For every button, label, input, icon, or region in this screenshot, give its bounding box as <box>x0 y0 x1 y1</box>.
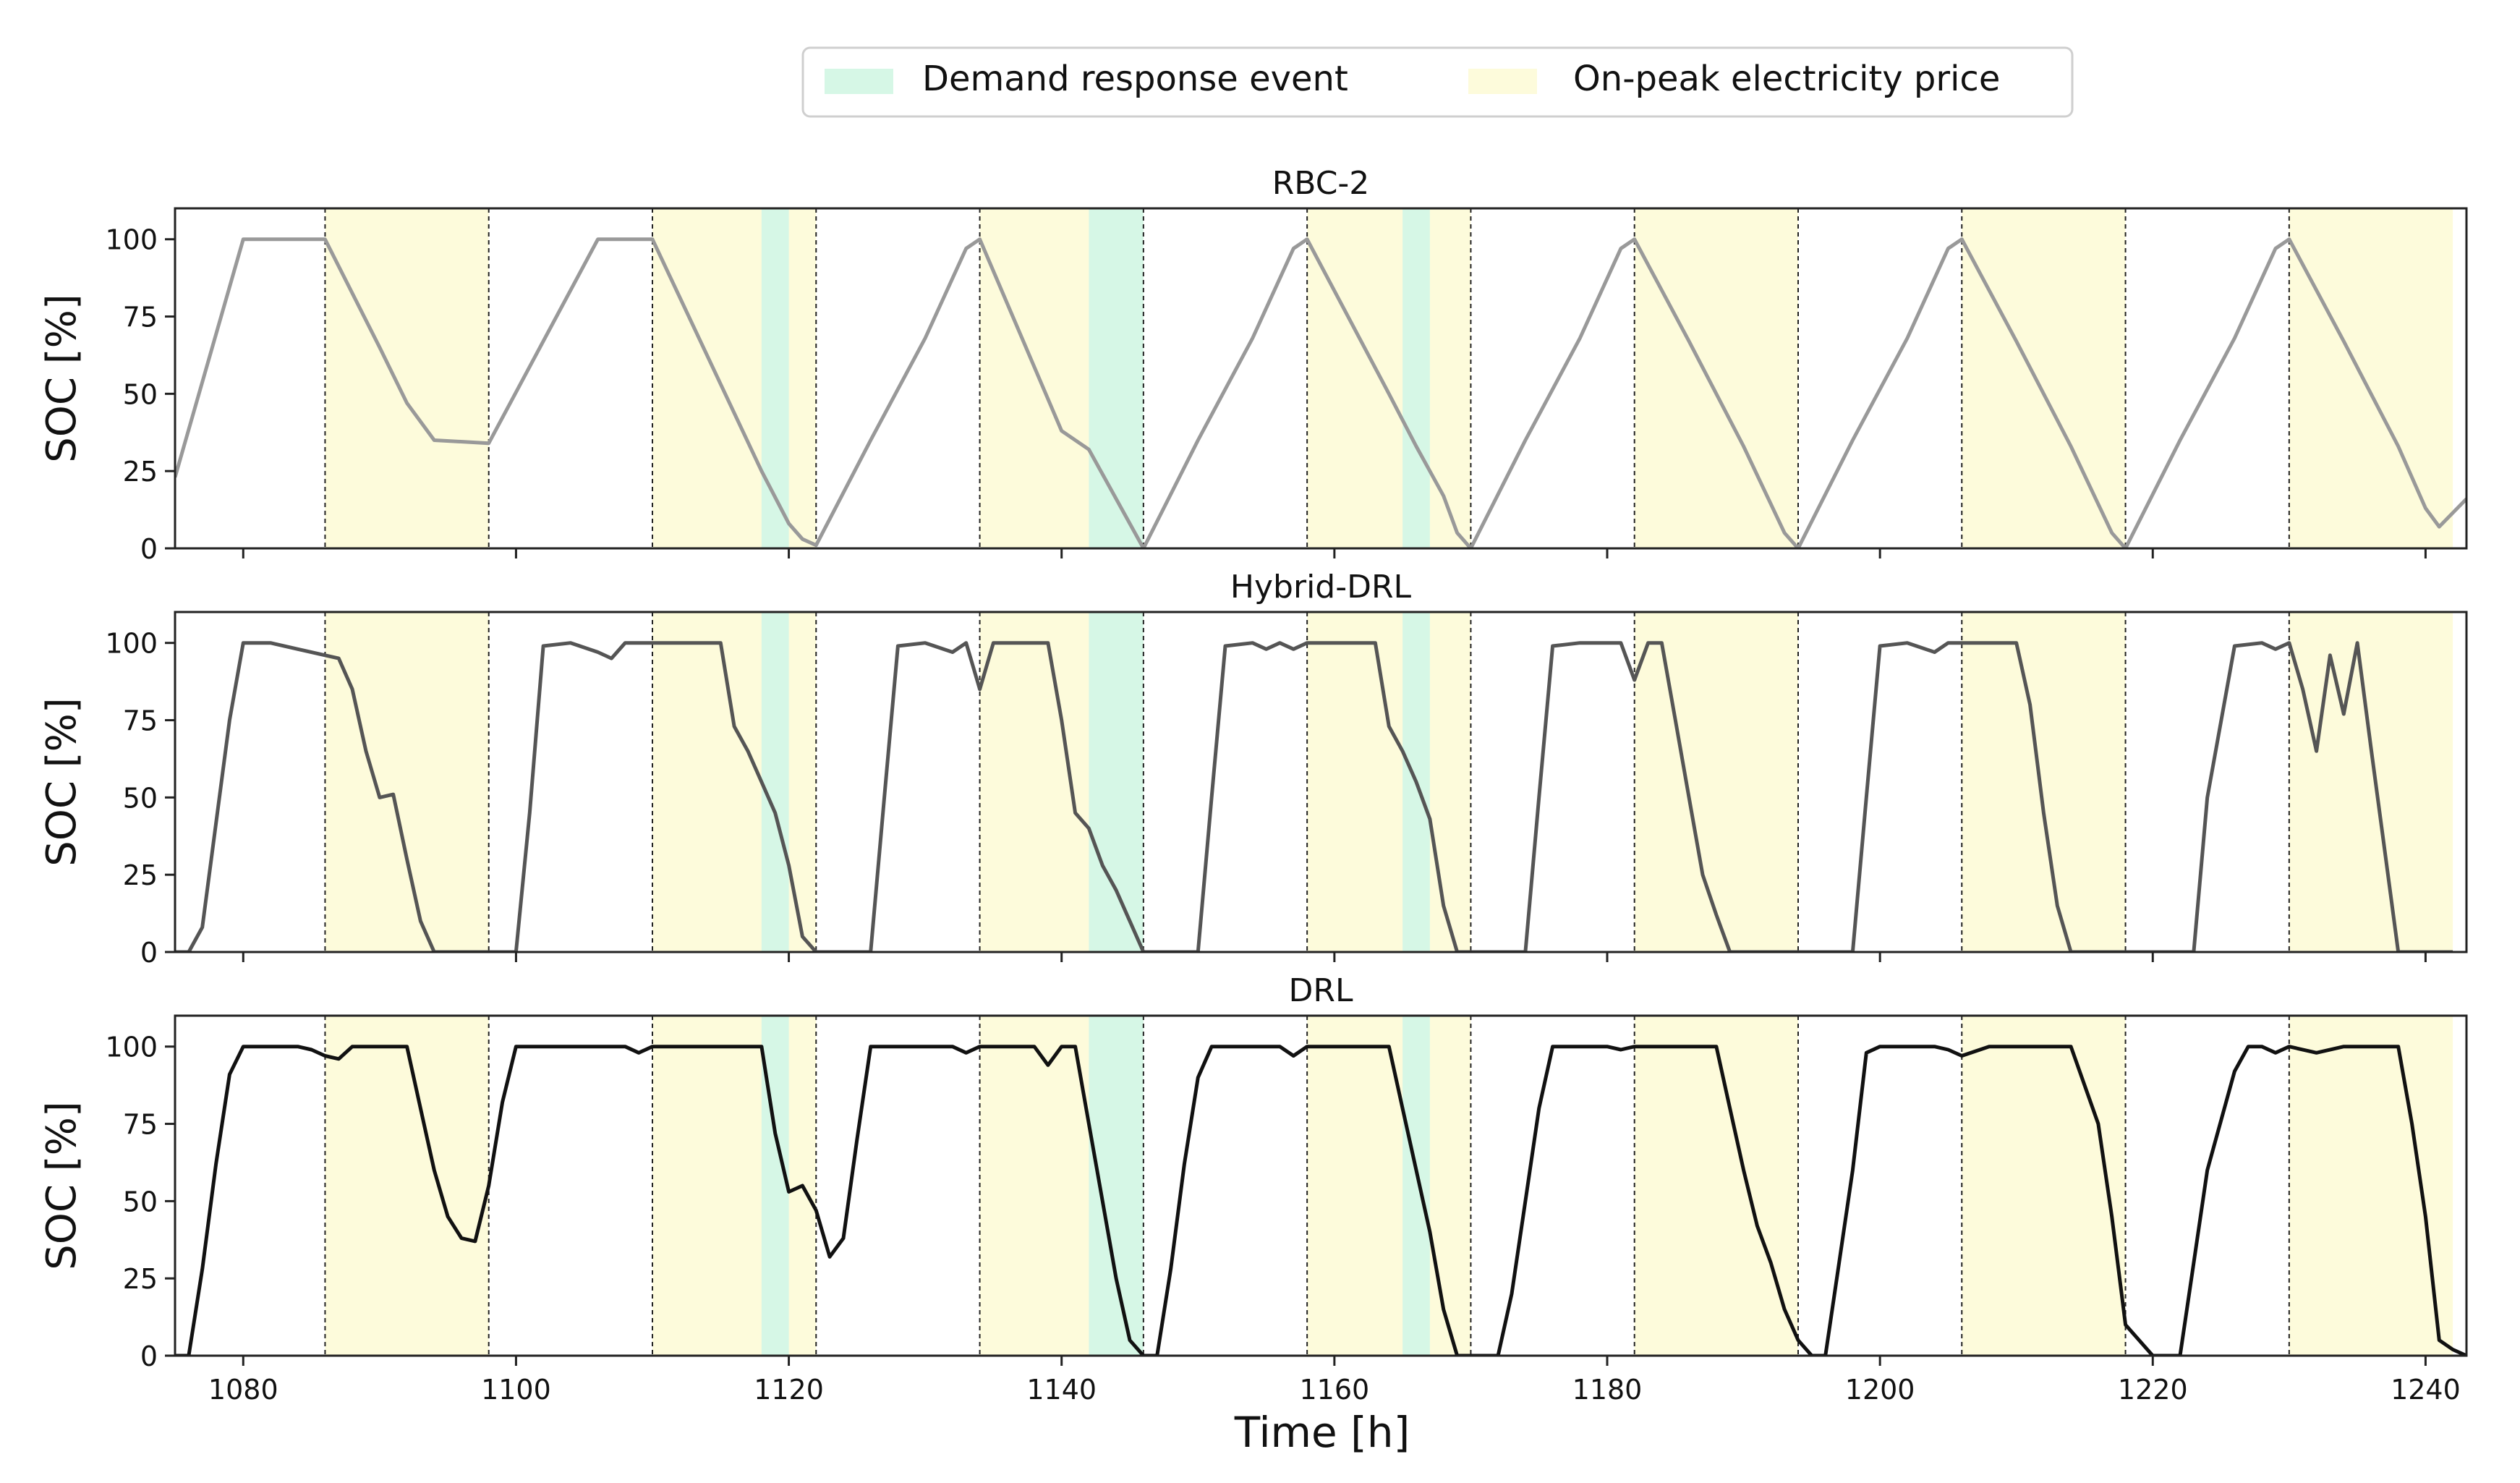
legend: Demand response event On-peak electricit… <box>801 46 2074 118</box>
x-tick-label: 1240 <box>2391 1374 2461 1406</box>
x-tick-label: 1180 <box>1572 1374 1643 1406</box>
y-tick-label: 75 <box>123 302 158 333</box>
demand-response-band <box>761 208 789 548</box>
soc-series-line <box>175 641 2453 952</box>
demand-response-band <box>1089 208 1144 548</box>
on-peak-band <box>325 612 489 952</box>
soc-series-line <box>175 1045 2466 1356</box>
subplots: 0 25 50 75 100 RBC-2 SOC [%] 0 25 50 75 100 Hybrid-D… <box>38 165 2468 1406</box>
on-peak-band <box>1634 612 1798 952</box>
on-peak-band <box>325 208 489 548</box>
legend-label-demand-response: Demand response event <box>922 59 1348 99</box>
y-tick-label: 50 <box>123 1186 158 1218</box>
subplot-2: 0 25 50 75 100 Hybrid-DRL SOC [%] <box>38 569 2468 969</box>
on-peak-band <box>652 208 817 548</box>
x-tick-label: 1220 <box>2118 1374 2188 1406</box>
subplot-title: Hybrid-DRL <box>1230 569 1412 605</box>
y-axis-label: SOC [%] <box>38 294 85 462</box>
y-tick-label: 75 <box>123 705 158 737</box>
on-peak-band <box>1962 208 2126 548</box>
demand-response-band <box>1089 1016 1144 1356</box>
x-tick-label: 1140 <box>1026 1374 1097 1406</box>
x-axis-label: Time [h] <box>1234 1408 1410 1457</box>
y-tick-label: 0 <box>140 533 158 565</box>
subplot-3: 0 25 50 75 100 1080 1100 1120 1140 1160 1180 1200 12… <box>38 972 2468 1406</box>
on-peak-band <box>325 1016 489 1356</box>
demand-response-band <box>761 612 789 952</box>
x-tick-label: 1160 <box>1299 1374 1369 1406</box>
y-axis-label: SOC [%] <box>38 697 85 866</box>
y-tick-label: 25 <box>123 456 158 488</box>
y-axis-label: SOC [%] <box>38 1101 85 1270</box>
demand-response-band <box>1089 612 1144 952</box>
y-tick-label: 0 <box>140 1340 158 1372</box>
subplot-1: 0 25 50 75 100 RBC-2 SOC [%] <box>38 165 2468 565</box>
y-tick-label: 50 <box>123 378 158 410</box>
on-peak-band <box>1962 1016 2126 1356</box>
y-tick-label: 75 <box>123 1109 158 1141</box>
legend-frame <box>801 46 2074 118</box>
plot-frame <box>174 1014 2468 1357</box>
on-peak-band <box>652 1016 817 1356</box>
x-tick-label: 1080 <box>208 1374 278 1406</box>
x-tick-label: 1200 <box>1845 1374 1915 1406</box>
soc-series-line <box>175 237 2466 548</box>
legend-swatch-demand-response <box>825 69 893 94</box>
demand-response-band <box>1402 1016 1430 1356</box>
on-peak-band <box>1962 612 2126 952</box>
on-peak-band <box>1307 612 1471 952</box>
subplot-title: RBC-2 <box>1272 165 1370 202</box>
y-tick-label: 100 <box>105 628 158 660</box>
on-peak-band <box>1634 1016 1798 1356</box>
demand-response-band <box>1402 208 1430 548</box>
y-tick-label: 25 <box>123 859 158 891</box>
y-tick-label: 50 <box>123 782 158 814</box>
on-peak-band <box>652 612 817 952</box>
y-tick-label: 25 <box>123 1263 158 1295</box>
legend-swatch-on-peak <box>1468 69 1537 94</box>
y-tick-label: 100 <box>105 1032 158 1063</box>
on-peak-band <box>2289 612 2453 952</box>
y-tick-label: 0 <box>140 937 158 969</box>
x-tick-label: 1120 <box>754 1374 824 1406</box>
legend-label-on-peak: On-peak electricity price <box>1573 59 2000 99</box>
plot-frame <box>174 611 2468 953</box>
subplot-title: DRL <box>1289 972 1353 1009</box>
y-tick-label: 100 <box>105 224 158 256</box>
on-peak-band <box>1634 208 1798 548</box>
x-tick-label: 1100 <box>481 1374 551 1406</box>
on-peak-band <box>2289 1016 2453 1356</box>
plot-frame <box>174 207 2468 550</box>
on-peak-band <box>1307 1016 1471 1356</box>
on-peak-band <box>2289 208 2453 548</box>
on-peak-band <box>1307 208 1471 548</box>
